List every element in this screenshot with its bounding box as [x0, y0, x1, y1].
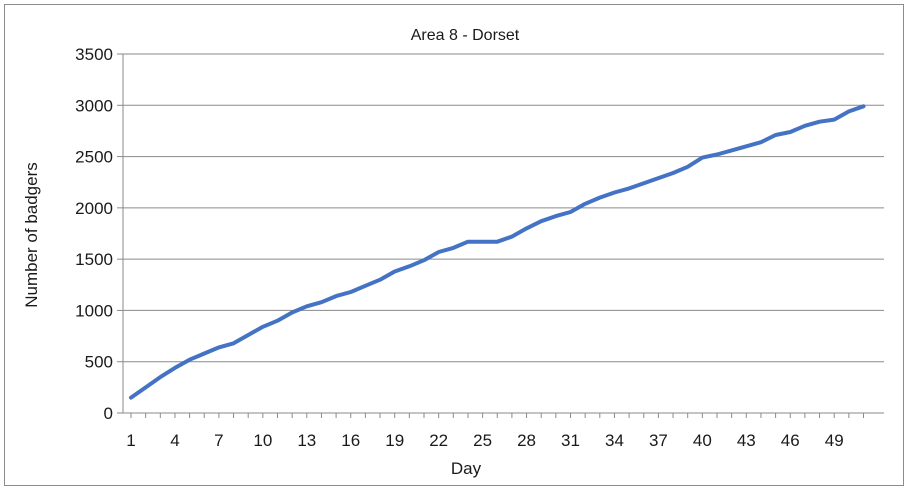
x-tick-label: 28	[517, 431, 536, 450]
chart-title: Area 8 - Dorset	[411, 27, 520, 44]
x-tick-label: 46	[781, 431, 800, 450]
y-tick-label: 500	[85, 353, 113, 372]
y-tick-label: 2500	[75, 148, 113, 167]
y-tick-label: 2000	[75, 199, 113, 218]
x-tick-label: 7	[214, 431, 223, 450]
x-tick-label: 13	[297, 431, 316, 450]
x-tick-label: 1	[126, 431, 135, 450]
x-tick-label: 43	[737, 431, 756, 450]
gridlines	[123, 53, 884, 363]
x-tick-label: 34	[605, 431, 624, 450]
x-axis	[122, 54, 884, 414]
series-layer	[129, 104, 866, 400]
x-axis-label: Day	[451, 459, 482, 478]
series-line	[129, 104, 866, 400]
x-tick-label: 10	[253, 431, 272, 450]
x-tick-label: 49	[825, 431, 844, 450]
x-tick-label: 16	[341, 431, 360, 450]
y-axis-label: Number of badgers	[22, 162, 41, 308]
y-tick-label: 3500	[75, 45, 113, 64]
x-tick-label: 22	[429, 431, 448, 450]
y-tick-label: 1500	[75, 250, 113, 269]
x-tick-label: 40	[693, 431, 712, 450]
x-tick-label: 19	[385, 431, 404, 450]
y-tick-label: 3000	[75, 96, 113, 115]
chart-frame	[4, 4, 904, 486]
y-tick-label: 1000	[75, 301, 113, 320]
y-tick-label: 0	[104, 404, 113, 423]
x-tick-label: 25	[473, 431, 492, 450]
y-axis-ticks: 0 500 1000 1500 2000 2500 3000 3500	[75, 45, 123, 423]
x-tick-label: 37	[649, 431, 668, 450]
x-axis-ticks: 1 4 7 10 13 16 19 22 25 28 31 34 37 40 43 46 49	[126, 413, 864, 450]
x-tick-label: 31	[561, 431, 580, 450]
x-tick-label: 4	[170, 431, 179, 450]
